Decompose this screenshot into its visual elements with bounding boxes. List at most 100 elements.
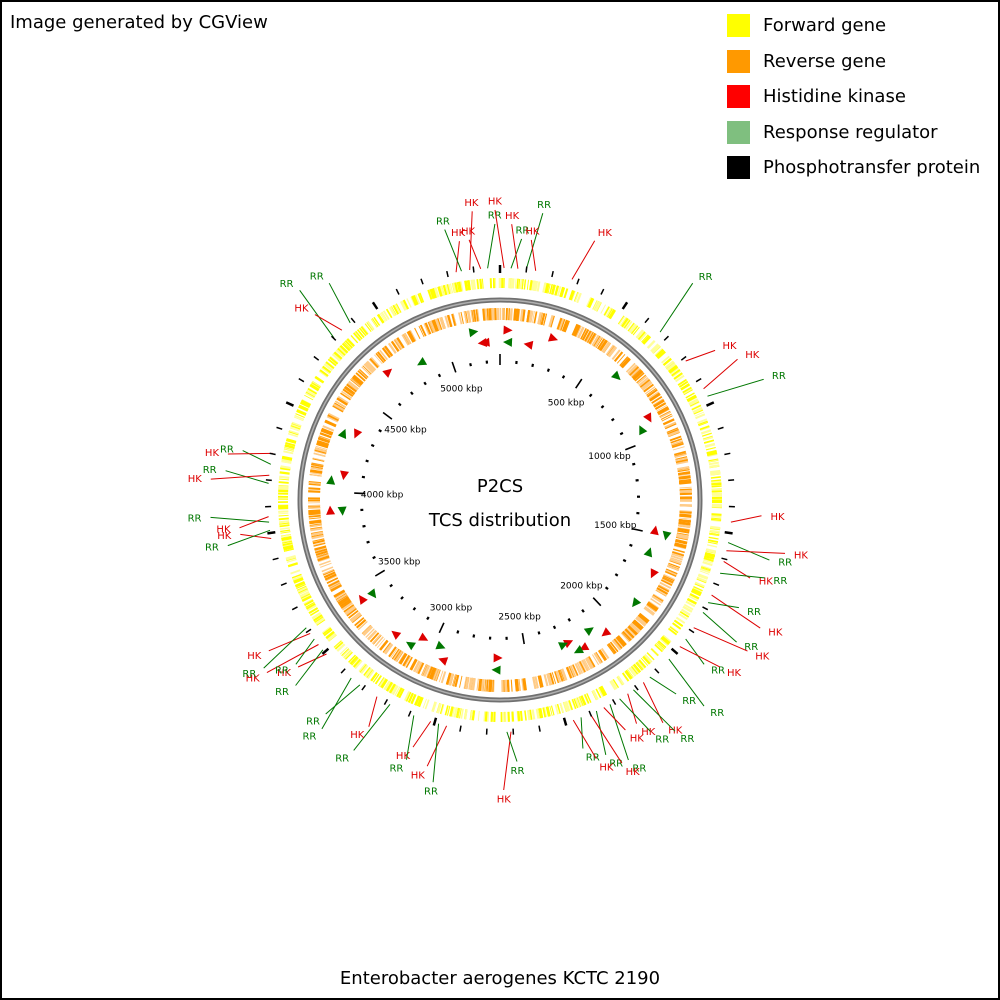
forward-gene-mark (286, 438, 297, 444)
histidine-kinase-marker (503, 325, 513, 335)
reverse-gene-mark (314, 447, 327, 453)
forward-gene-mark (470, 710, 473, 721)
forward-gene-mark (321, 626, 331, 634)
reverse-gene-mark (637, 614, 649, 624)
reverse-gene-mark (312, 539, 325, 545)
reverse-gene-mark (316, 441, 329, 448)
histidine-kinase-callout (494, 209, 505, 269)
forward-gene-mark (411, 694, 417, 705)
forward-gene-mark (535, 708, 540, 719)
forward-gene-mark (639, 332, 648, 342)
forward-gene-mark (300, 402, 310, 408)
forward-gene-mark (519, 710, 523, 722)
forward-gene-mark (397, 687, 404, 698)
forward-gene-mark (707, 544, 718, 548)
reverse-gene-mark (595, 337, 603, 349)
forward-gene-mark (290, 425, 301, 431)
forward-gene-mark (344, 340, 353, 349)
reverse-gene-mark (549, 315, 555, 328)
forward-gene-mark (333, 351, 343, 360)
forward-gene-mark (278, 511, 289, 513)
forward-gene-mark (529, 280, 532, 291)
scale-label: 4500 kbp (384, 425, 427, 435)
reverse-gene-mark (607, 345, 617, 357)
response-regulator-marker (337, 506, 347, 516)
forward-gene-mark (348, 654, 357, 663)
forward-gene-mark (278, 486, 289, 490)
reverse-gene-mark (344, 605, 356, 615)
forward-gene-mark (396, 687, 403, 698)
reverse-gene-mark (310, 470, 323, 474)
reverse-gene-mark (312, 457, 325, 462)
response-regulator-callout (619, 698, 651, 732)
forward-gene-mark (310, 610, 320, 617)
reverse-gene-mark (665, 569, 678, 576)
reverse-gene-mark (645, 604, 657, 613)
reverse-gene-mark (663, 574, 675, 581)
forward-gene-mark (405, 692, 412, 702)
forward-gene-mark (664, 360, 675, 369)
scale-label: 2000 kbp (560, 581, 603, 591)
reverse-gene-mark (638, 377, 649, 386)
response-regulator-label: RR (747, 607, 761, 618)
histidine-kinase-marker (523, 340, 534, 350)
outer-tick (267, 531, 276, 535)
legend-swatch (727, 85, 750, 109)
forward-gene-mark (285, 555, 296, 560)
forward-gene-mark (669, 626, 679, 634)
outer-tick (432, 717, 438, 726)
forward-gene-mark (319, 369, 329, 377)
forward-gene-mark (711, 488, 722, 491)
scale-label: 3500 kbp (378, 557, 421, 567)
reverse-gene-mark (558, 318, 565, 331)
forward-gene-mark (337, 347, 346, 357)
reverse-gene-mark (660, 579, 673, 586)
reverse-gene-mark (611, 349, 621, 361)
forward-gene-mark (358, 663, 367, 673)
outer-tick (472, 266, 475, 273)
forward-gene-mark (352, 658, 361, 667)
histidine-kinase-label: HK (745, 350, 760, 361)
organism-name: Enterobacter aerogenes KCTC 2190 (339, 968, 661, 989)
histidine-kinase-marker (563, 640, 574, 649)
reverse-gene-mark (431, 320, 438, 332)
reverse-gene-mark (450, 673, 455, 686)
forward-gene-mark (295, 413, 305, 419)
reverse-gene-mark (427, 666, 434, 679)
forward-gene-mark (298, 589, 309, 595)
reverse-gene-mark (673, 450, 687, 456)
forward-gene-mark (701, 566, 711, 571)
reverse-gene-mark (444, 315, 450, 328)
forward-gene-mark (698, 573, 709, 579)
reverse-gene-mark (383, 346, 392, 357)
reverse-gene-mark (351, 376, 363, 386)
response-regulator-callout (299, 290, 335, 339)
reverse-gene-mark (646, 388, 658, 397)
forward-gene-mark (452, 282, 457, 294)
forward-gene-mark (542, 282, 547, 293)
reverse-gene-mark (628, 365, 639, 376)
forward-gene-mark (300, 401, 311, 408)
reverse-gene-mark (463, 311, 468, 324)
forward-gene-mark (334, 641, 344, 650)
histidine-kinase-callout (314, 314, 343, 331)
reverse-gene-mark (379, 639, 388, 650)
scale-minor-tick (561, 375, 566, 379)
reverse-gene-mark (595, 651, 603, 664)
histidine-kinase-marker (340, 470, 349, 481)
outer-tick (713, 582, 720, 586)
reverse-gene-mark (437, 318, 443, 330)
reverse-gene-mark (309, 521, 322, 525)
outer-tick (350, 317, 356, 324)
forward-gene-mark (650, 648, 659, 657)
forward-gene-mark (399, 300, 407, 311)
response-regulator-label: RR (488, 211, 502, 222)
reverse-gene-mark (407, 330, 416, 343)
forward-gene-mark (278, 520, 290, 524)
forward-gene-mark (636, 661, 644, 670)
forward-gene-mark (710, 470, 721, 474)
forward-gene-mark (285, 441, 296, 447)
reverse-gene-mark (393, 339, 402, 351)
reverse-gene-mark (313, 452, 326, 458)
forward-gene-mark (311, 612, 322, 620)
